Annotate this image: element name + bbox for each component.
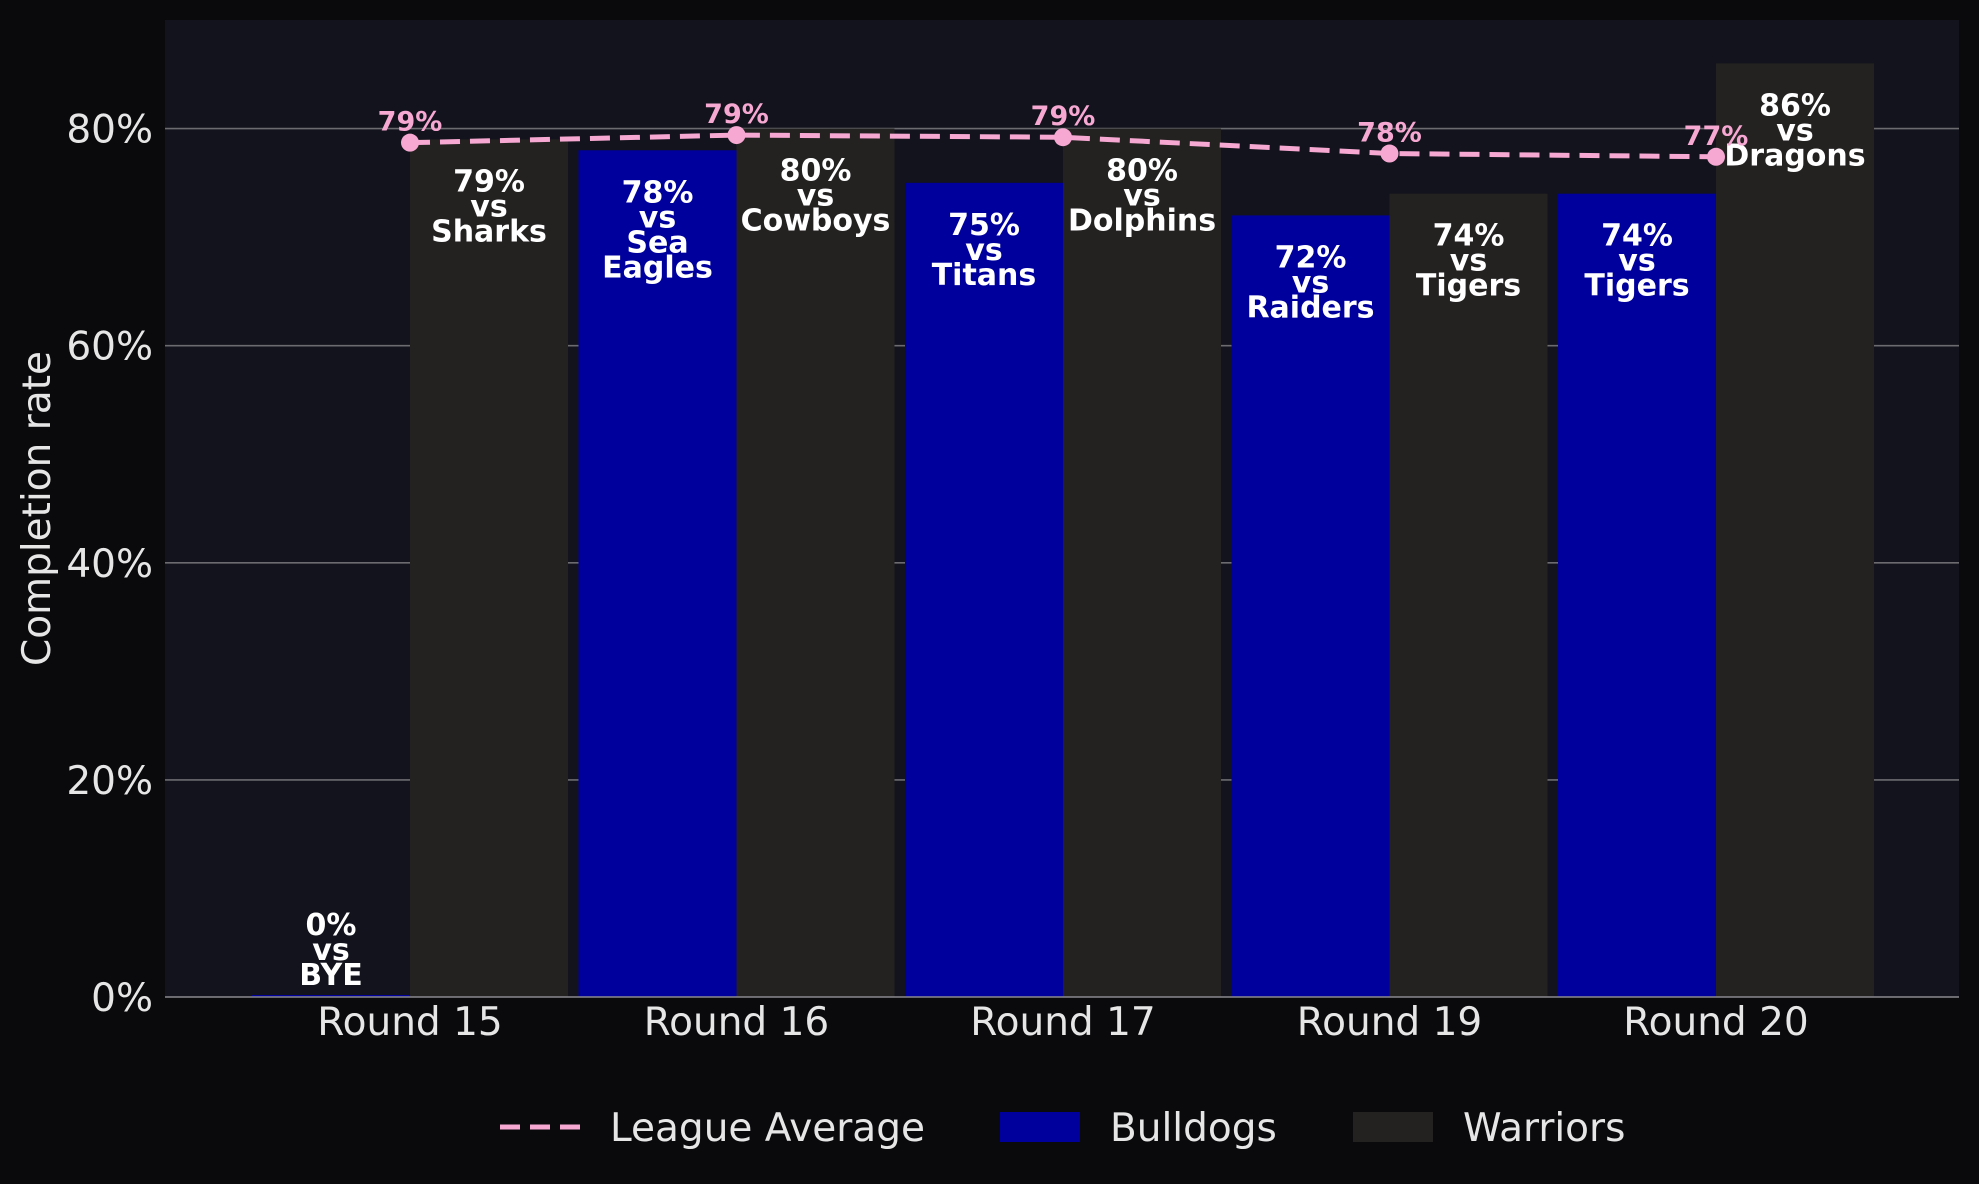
bars-group (252, 63, 1874, 998)
bar (1558, 193, 1716, 997)
bar (410, 139, 568, 997)
bar (1231, 215, 1390, 997)
league-average-point (727, 126, 746, 145)
bar (252, 995, 410, 997)
bar-data-label: 80% vs Dolphins (1068, 154, 1216, 239)
league-average-line-group (401, 126, 1725, 166)
y-tick-label: 80% (66, 108, 153, 153)
league-average-point (1707, 147, 1725, 166)
x-tick-label: Round 16 (644, 1000, 829, 1045)
bar-data-label: 0% vs BYE (299, 908, 362, 993)
bar (1716, 63, 1874, 997)
bar-data-label: 74% vs Tigers (1416, 219, 1521, 304)
league-average-label: 79% (378, 107, 443, 138)
bar (736, 128, 895, 998)
league-average-label: 79% (704, 99, 769, 130)
bar (1389, 193, 1548, 997)
league-average-point (1054, 128, 1072, 147)
league-average-point (1380, 144, 1399, 163)
legend: League Average Bulldogs Warriors (500, 1106, 1625, 1151)
axes-group: 0% 20% 40% 60% 80% Completion rate Round 15 Rou… (15, 108, 1959, 1045)
bar (578, 150, 737, 997)
bar (1063, 128, 1221, 998)
legend-swatch-warriors (1353, 1112, 1433, 1142)
y-tick-label: 20% (66, 759, 153, 804)
bar-data-label: 86% vs Dragons (1724, 88, 1865, 173)
bar (905, 182, 1063, 998)
bar-data-label: 75% vs Titans (932, 208, 1037, 293)
y-axis-title: Completion rate (15, 351, 60, 666)
data-labels-group: 0% vs BYE 78% vs Sea Eagles 75% vs Titans 72% vs Rai… (299, 88, 1865, 993)
y-tick-label: 0% (91, 976, 153, 1021)
league-average-point (401, 133, 419, 152)
bar-data-label: 80% vs Cowboys (741, 154, 891, 239)
y-tick-label: 40% (66, 542, 153, 587)
x-tick-label: Round 19 (1297, 1000, 1482, 1045)
league-average-label: 78% (1357, 118, 1422, 149)
league-average-label: 79% (1031, 101, 1096, 132)
legend-swatch-bulldogs (1000, 1112, 1080, 1142)
x-tick-label: Round 15 (317, 1000, 502, 1045)
league-average-line (409, 132, 1717, 160)
bar-data-label: 79% vs Sharks (431, 164, 547, 249)
legend-label: Bulldogs (1110, 1106, 1277, 1151)
y-tick-label: 60% (66, 325, 153, 370)
x-tick-label: Round 17 (970, 1000, 1155, 1045)
x-tick-label: Round 20 (1623, 1000, 1808, 1045)
league-average-label: 77% (1684, 121, 1749, 152)
bar-data-label: 78% vs Sea Eagles (602, 175, 713, 285)
bar-data-label: 74% vs Tigers (1584, 219, 1689, 304)
legend-label: Warriors (1463, 1106, 1625, 1151)
bar-data-label: 72% vs Raiders (1246, 240, 1374, 325)
legend-label: League Average (610, 1106, 925, 1151)
